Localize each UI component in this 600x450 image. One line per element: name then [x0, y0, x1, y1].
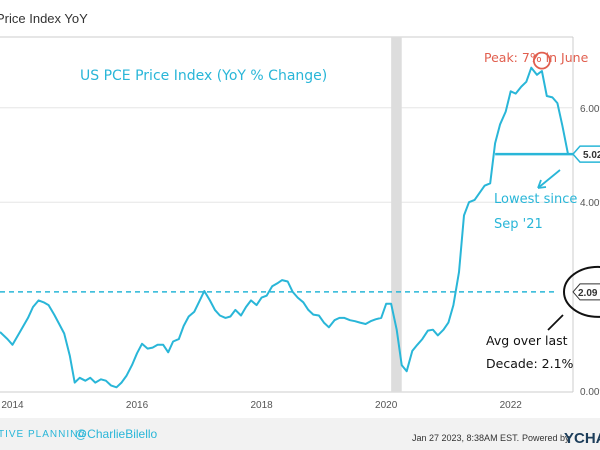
lowest-annotation-line2: Sep '21 [494, 217, 543, 232]
latest-value-label: 5.02 [583, 150, 600, 161]
average-value-label: 2.09 [578, 288, 598, 299]
series-title: Price Index YoY [0, 11, 88, 26]
reference-lines [0, 152, 573, 293]
y-axis-ticks: 0.00% 4.00% 6.00% [580, 104, 600, 398]
avg-arrow [547, 314, 564, 331]
footer-handle[interactable]: @CharlieBilello [75, 427, 158, 441]
x-tick-label: 2020 [375, 400, 398, 411]
value-badges: 5.02 2.09 [563, 145, 600, 318]
avg-annotation-line1: Avg over last [486, 333, 568, 348]
average-highlight-circle [563, 265, 600, 318]
x-tick-label: 2016 [126, 400, 149, 411]
footer-background [0, 418, 600, 450]
lowest-arrow [537, 169, 561, 189]
grid [0, 107, 573, 203]
avg-annotation-line2: Decade: 2.1% [486, 356, 574, 371]
x-axis-ticks: 2014 2016 2018 2020 2022 [1, 400, 522, 411]
peak-marker-circle [532, 51, 551, 70]
shaded-period [391, 37, 402, 392]
y-tick-label: 0.00% [580, 387, 600, 398]
annotation-marks [532, 51, 564, 331]
footer-timestamp: Jan 27 2023, 8:38AM EST. [412, 433, 519, 443]
lowest-arrowhead-b [537, 179, 542, 189]
latest-value-badge [572, 145, 600, 163]
footer-brand-fragment: TIVE PLANNING [0, 429, 87, 440]
y-tick-label: 4.00% [580, 198, 600, 209]
x-tick-label: 2022 [500, 400, 523, 411]
y-tick-label: 6.00% [580, 104, 600, 115]
chart-title-annotation: US PCE Price Index (YoY % Change) [80, 68, 327, 84]
series-line-0 [0, 66, 569, 389]
lowest-annotation-line1: Lowest since [494, 192, 577, 207]
lowest-arrowhead-a [537, 186, 547, 189]
series-line-group [0, 66, 569, 389]
recession-shading [391, 37, 402, 392]
peak-annotation: Peak: 7% in June [484, 50, 589, 65]
x-tick-label: 2014 [1, 400, 24, 411]
x-tick-label: 2018 [250, 400, 273, 411]
footer-powered-by: Powered by [522, 433, 570, 443]
ycharts-logo: YCHA [564, 430, 600, 447]
average-value-badge [572, 283, 600, 301]
